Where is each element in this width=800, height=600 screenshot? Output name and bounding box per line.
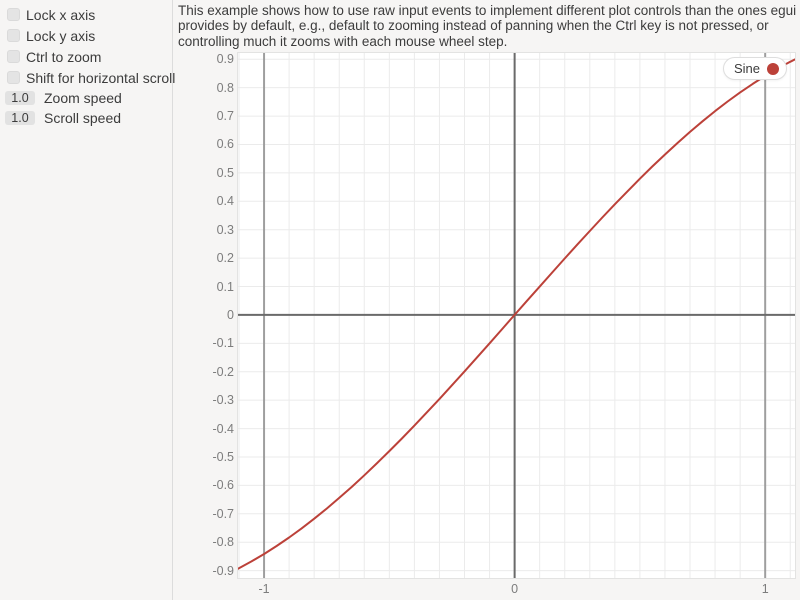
legend-series-label: Sine (733, 61, 760, 76)
description-line: controlling much it zooms with each mous… (178, 33, 508, 49)
y-axis-tick-label: -0.2 (212, 364, 234, 379)
panel-separator (172, 0, 173, 600)
y-axis-tick-label: 0.5 (216, 165, 234, 180)
checkbox-icon[interactable] (7, 29, 20, 42)
checkbox-label: Lock x axis (26, 6, 96, 23)
y-axis-tick-label: -0.3 (212, 393, 234, 408)
checkbox-row-shift-horizontal-scroll[interactable]: Shift for horizontal scroll (0, 69, 176, 86)
controls-sidebar: Lock x axis Lock y axis Ctrl to zoom Shi… (0, 0, 176, 600)
y-axis-tick-label: -0.7 (212, 506, 234, 521)
checkbox-label: Lock y axis (26, 27, 96, 44)
checkbox-row-lock-y-axis[interactable]: Lock y axis (0, 27, 172, 44)
y-axis-tick-label: 0.7 (216, 109, 234, 124)
drag-value-label: Zoom speed (44, 89, 122, 106)
checkbox-row-ctrl-to-zoom[interactable]: Ctrl to zoom (0, 48, 172, 65)
y-axis-tick-label: -0.1 (212, 336, 234, 351)
checkbox-row-lock-x-axis[interactable]: Lock x axis (0, 6, 172, 23)
y-axis-tick-label: -0.8 (212, 535, 234, 550)
description-line: provides by default, e.g., default to zo… (178, 18, 769, 34)
y-axis-tick-label: 0.4 (216, 194, 234, 209)
description-text: This example shows how to use raw input … (178, 3, 796, 49)
y-axis-tick-label: -0.4 (212, 421, 234, 436)
y-axis-tick-label: -0.9 (212, 563, 234, 578)
description-line: This example shows how to use raw input … (178, 3, 797, 18)
legend[interactable]: Sine (722, 57, 787, 80)
y-axis-tick-label: 0.1 (216, 279, 234, 294)
x-axis-tick-label: 1 (761, 582, 769, 596)
drag-value-row-scroll-speed: 1.0 Scroll speed (0, 109, 172, 126)
drag-value-label: Scroll speed (44, 109, 122, 126)
plot-canvas[interactable] (238, 53, 795, 578)
drag-value-row-zoom-speed: 1.0 Zoom speed (0, 89, 172, 106)
x-axis-tick-label: 0 (511, 582, 519, 596)
sine-plot-area[interactable]: 0.9 0.8 0.7 0.6 0.5 0.4 0.3 0.2 0.1 0 -0.1 -0.2 -0.3… (212, 52, 795, 596)
checkbox-icon[interactable] (7, 50, 20, 63)
y-axis-tick-label: -0.6 (212, 478, 234, 493)
y-axis-tick-label: 0.9 (216, 52, 234, 67)
checkbox-label: Shift for horizontal scroll (26, 69, 176, 86)
y-axis-tick-label: 0.6 (216, 137, 234, 152)
checkbox-icon[interactable] (7, 8, 20, 21)
x-axis-tick-label: -1 (258, 582, 270, 596)
checkbox-icon[interactable] (7, 71, 20, 84)
checkbox-label: Ctrl to zoom (26, 48, 102, 65)
y-axis-tick-label: -0.5 (212, 449, 234, 464)
y-axis-tick-label: 0 (227, 307, 234, 322)
y-axis-tick-label: 0.8 (216, 80, 234, 95)
y-axis-tick-label: 0.3 (216, 222, 234, 237)
scroll-speed-drag-value[interactable]: 1.0 (5, 110, 35, 125)
y-axis-tick-label: 0.2 (216, 251, 234, 266)
sine-series-color-dot (767, 62, 779, 75)
zoom-speed-drag-value[interactable]: 1.0 (5, 90, 35, 105)
